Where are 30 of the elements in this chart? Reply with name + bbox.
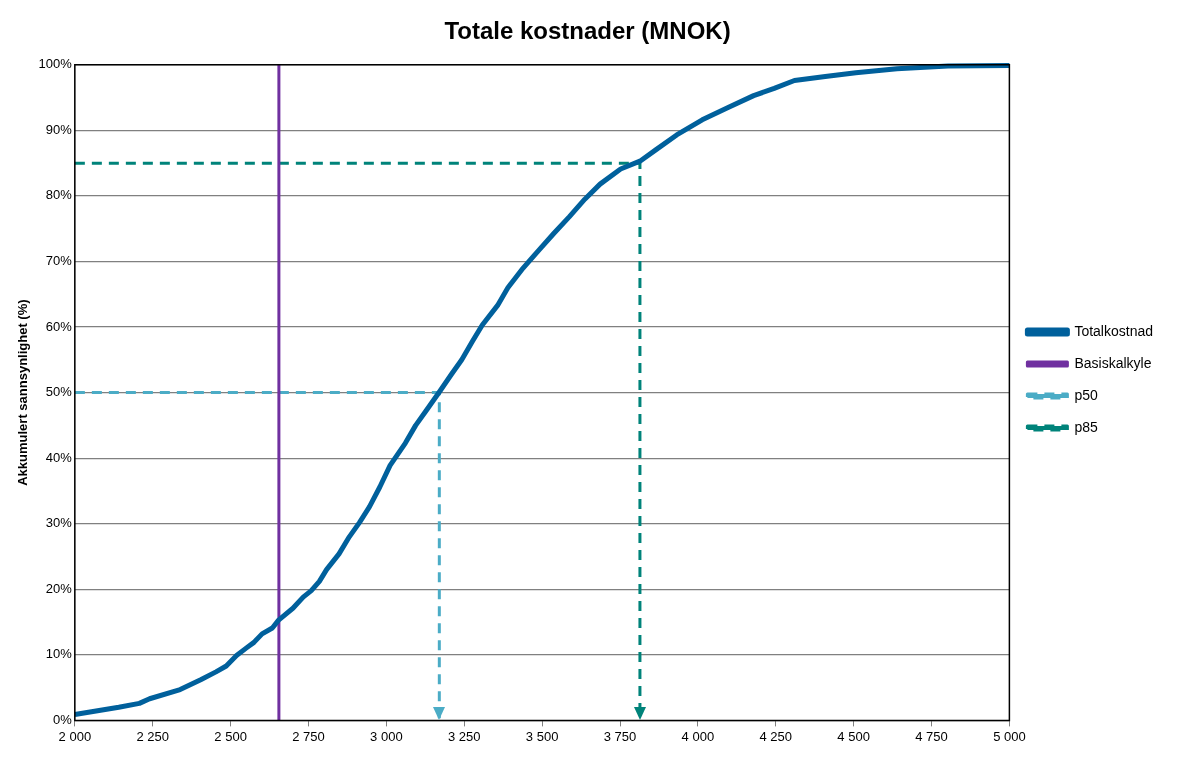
x-tick-label: 4 500 [837, 728, 870, 744]
x-tick-label: 3 750 [603, 728, 637, 744]
y-tick-label: 90% [45, 121, 73, 137]
y-tick-label: 40% [45, 449, 73, 465]
y-tick-label: 60% [45, 318, 73, 334]
y-tick-label: 70% [45, 253, 73, 269]
legend-label: p50 [1074, 386, 1098, 403]
x-tick-label: 2 250 [136, 728, 169, 744]
x-tick-label: 4 750 [915, 728, 948, 744]
x-tick-label: 2 750 [292, 728, 325, 744]
y-tick-label: 30% [45, 515, 73, 531]
legend-label: p85 [1074, 418, 1098, 435]
x-tick-label: 3 250 [447, 728, 481, 744]
x-tick-label: 4 250 [759, 728, 793, 744]
y-tick-label: 0% [53, 711, 73, 727]
y-tick-label: 10% [45, 646, 73, 662]
legend-label: Basiskalkyle [1074, 354, 1152, 371]
x-tick-label: 2 500 [214, 728, 247, 744]
x-tick-label: 5 000 [993, 728, 1026, 744]
x-tick-label: 3 500 [525, 728, 559, 744]
y-axis-title: Akkumulert sannsynlighet (%) [15, 299, 31, 486]
y-tick-label: 20% [45, 580, 73, 596]
y-tick-label: 50% [45, 384, 73, 400]
x-tick-label: 2 000 [58, 728, 92, 744]
x-tick-label: 3 000 [370, 728, 403, 744]
y-tick-label: 80% [45, 187, 73, 203]
x-tick-label: 4 000 [681, 728, 715, 744]
legend-label: Totalkostnad [1074, 322, 1153, 339]
chart-title: Totale kostnader (MNOK) [444, 17, 731, 45]
y-tick-label: 100% [38, 56, 73, 72]
